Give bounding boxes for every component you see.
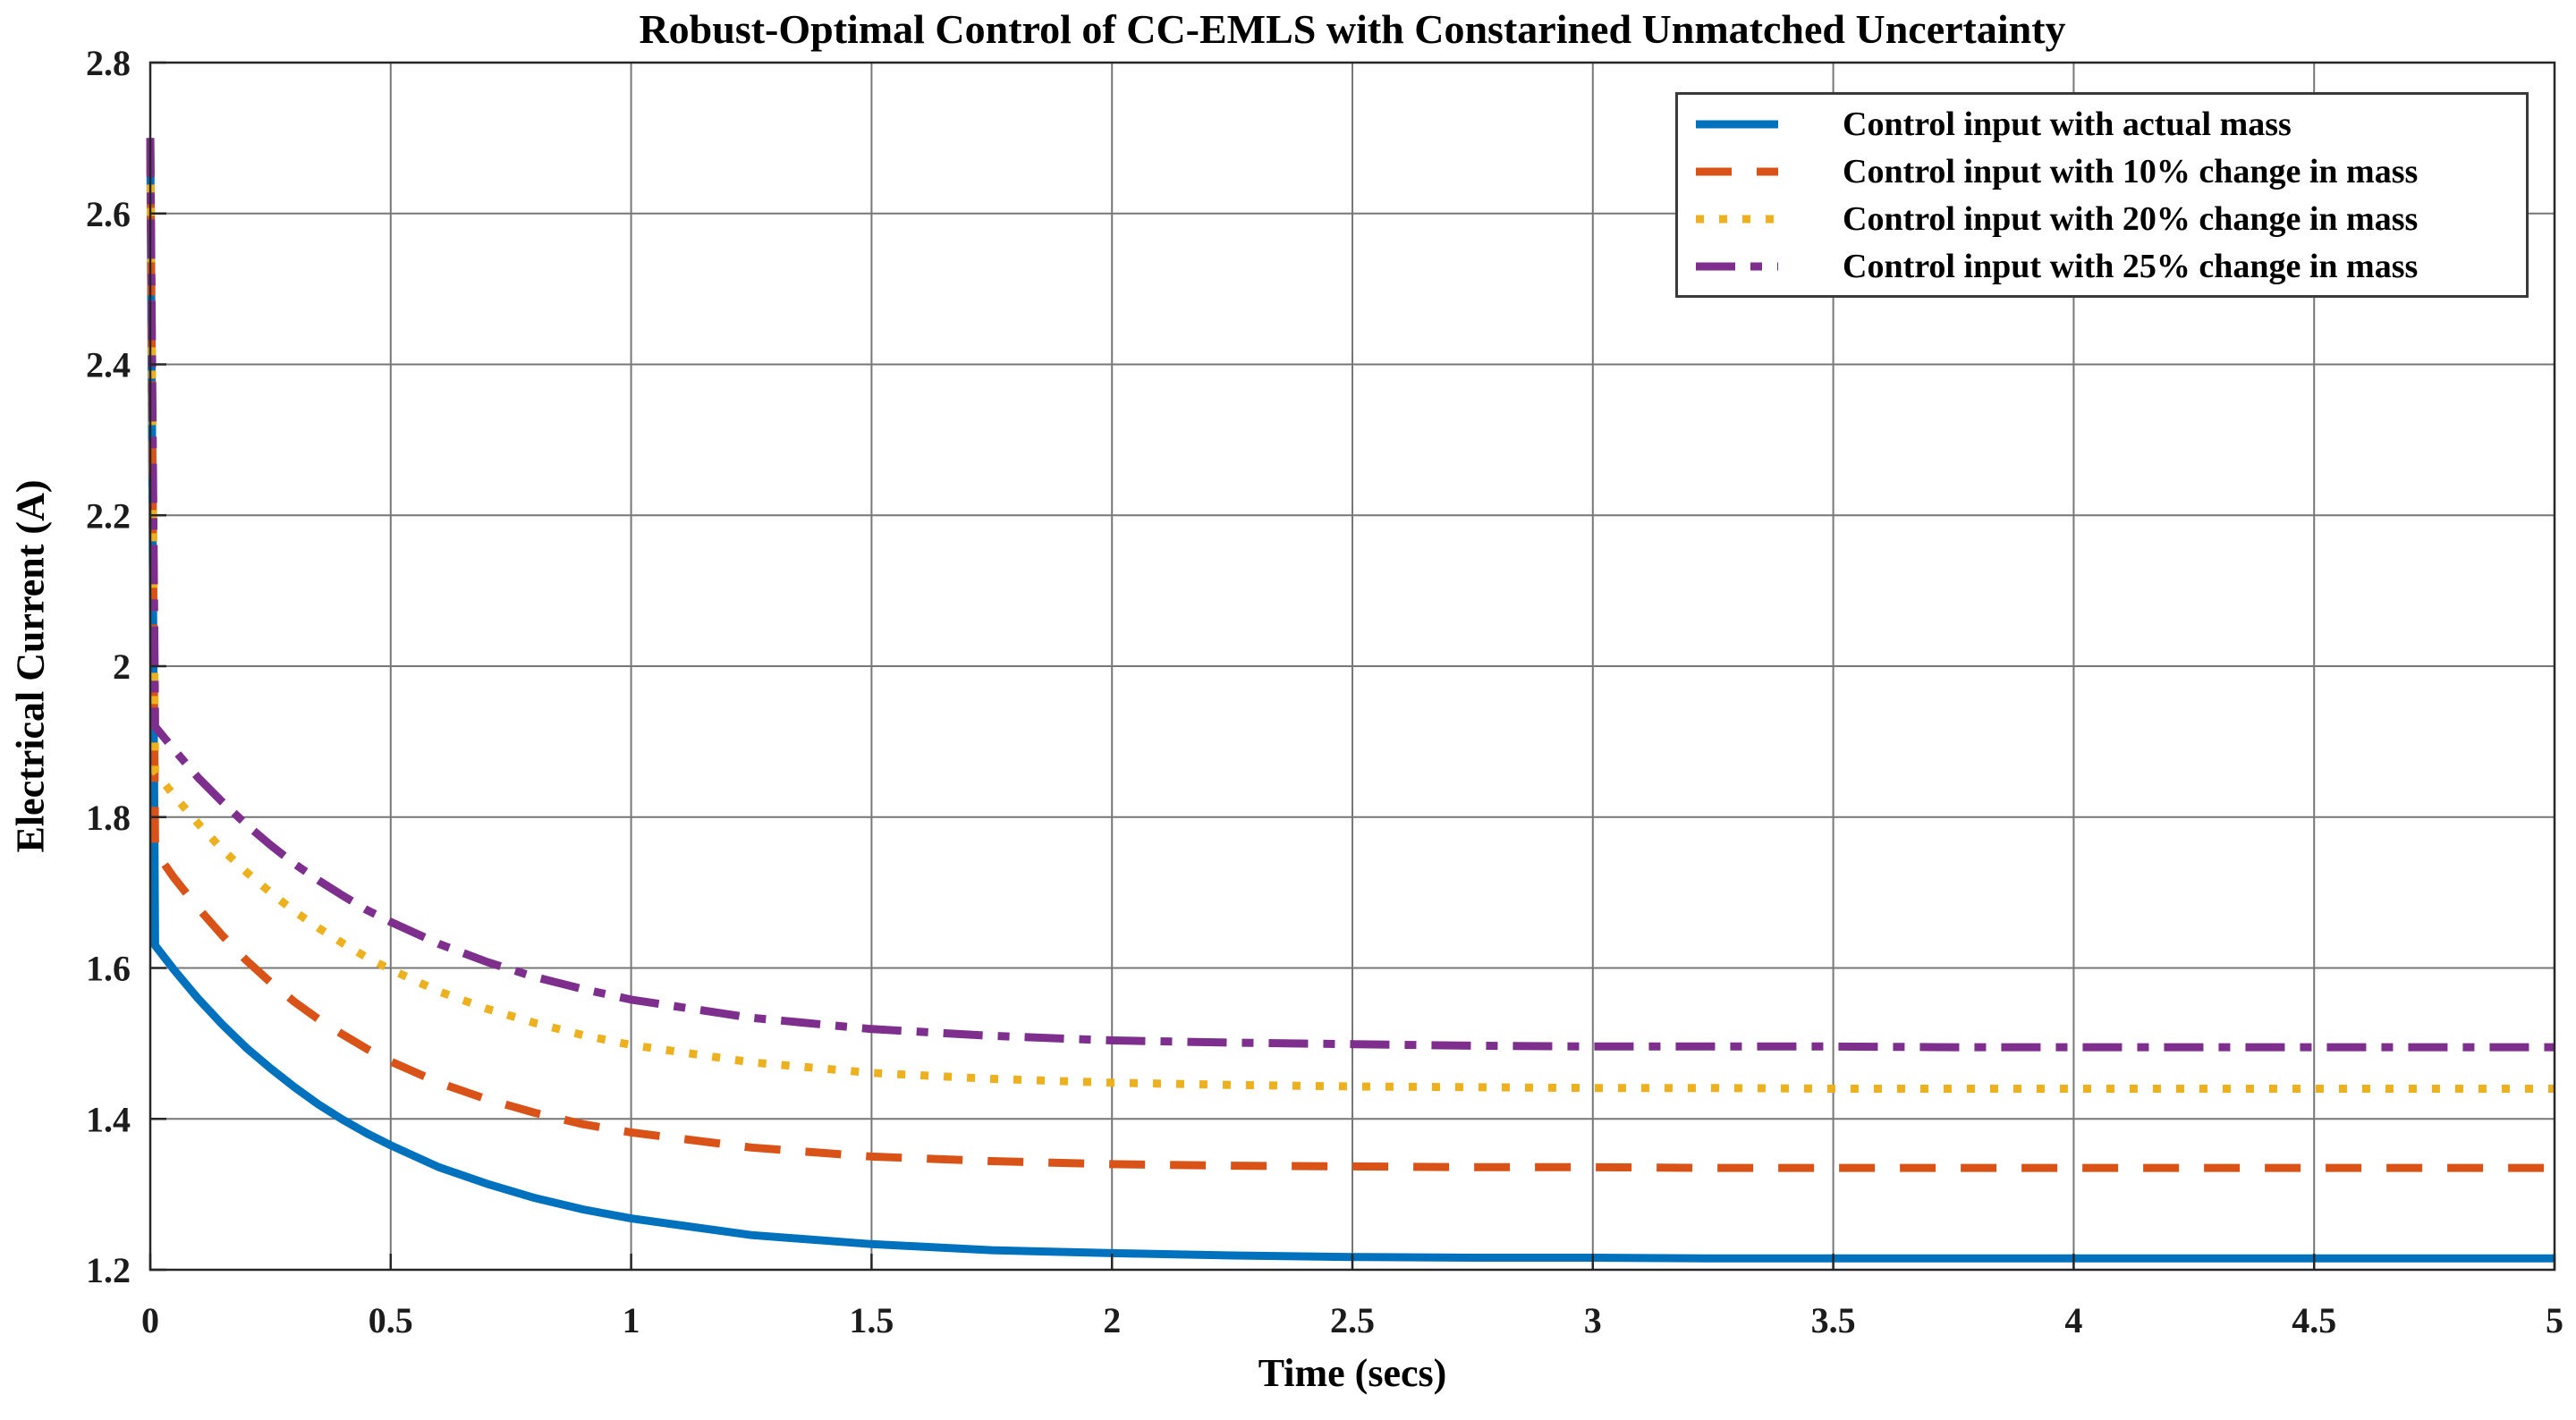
curve-series-3 (146, 138, 2555, 1052)
y-tick-label: 1.2 (86, 1250, 131, 1290)
legend-item-20pct-mass: Control input with 20% change in mass (1694, 196, 2517, 242)
legend-line-sample-dashdot (1696, 262, 1778, 270)
x-tick-label: 2.5 (1330, 1300, 1375, 1340)
legend: Control input with actual mass Control i… (1675, 92, 2529, 298)
x-tick-label: 0.5 (369, 1300, 413, 1340)
x-tick-label: 3 (1584, 1300, 1602, 1340)
legend-item-25pct-mass: Control input with 25% change in mass (1694, 243, 2517, 290)
legend-label: Control input with 10% change in mass (1843, 152, 2419, 190)
curve-series-1 (146, 138, 2555, 1172)
x-tick-label: 4.5 (2292, 1300, 2336, 1340)
y-tick-label: 1.4 (86, 1099, 131, 1139)
chart-title: Robust-Optimal Control of CC-EMLS with C… (639, 6, 2066, 52)
legend-line-sample-dotted (1696, 215, 1778, 223)
y-tick-label: 2.4 (86, 345, 131, 385)
legend-label: Control input with 20% change in mass (1843, 199, 2419, 238)
x-tick-label: 4 (2064, 1300, 2082, 1340)
y-tick-label: 1.6 (86, 949, 131, 989)
y-tick-label: 2.6 (86, 194, 131, 234)
y-tick-label: 2 (113, 647, 131, 687)
curve-series-0 (146, 138, 2555, 1263)
x-tick-label: 1 (623, 1300, 640, 1340)
y-tick-label: 1.8 (86, 798, 131, 838)
legend-item-10pct-mass: Control input with 10% change in mass (1694, 148, 2517, 195)
y-tick-label: 2.8 (86, 43, 131, 83)
x-tick-label: 1.5 (849, 1300, 894, 1340)
x-tick-label: 0 (141, 1300, 159, 1340)
x-axis-label: Time (secs) (1258, 1351, 1447, 1395)
legend-label: Control input with 25% change in mass (1843, 247, 2419, 285)
legend-line-sample-solid (1696, 120, 1778, 128)
legend-item-actual-mass: Control input with actual mass (1694, 101, 2517, 148)
x-tick-label: 2 (1103, 1300, 1121, 1340)
y-tick-label: 2.2 (86, 495, 131, 536)
x-tick-label: 5 (2546, 1300, 2563, 1340)
legend-label: Control input with actual mass (1843, 105, 2292, 143)
x-tick-label: 3.5 (1811, 1300, 1856, 1340)
legend-line-sample-dashed (1696, 167, 1778, 175)
